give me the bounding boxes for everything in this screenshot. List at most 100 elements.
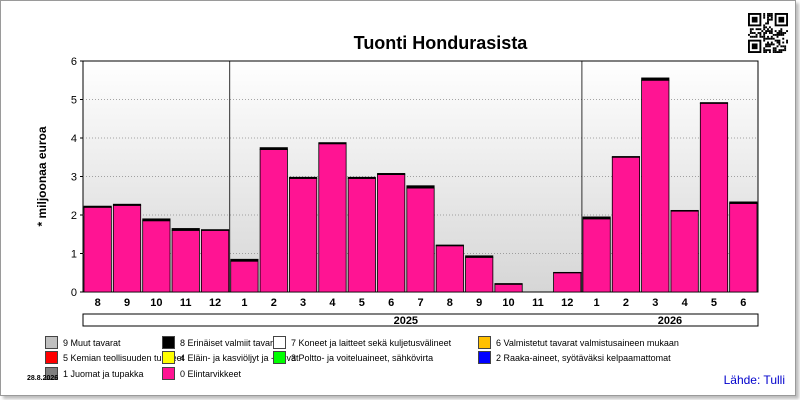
bar-elintarvikkeet: [611, 156, 641, 293]
y-tick-label: 4: [71, 133, 77, 145]
x-tick-label: 2: [271, 297, 277, 309]
bar-erinaiset: [112, 203, 142, 206]
y-tick-label: 0: [71, 287, 77, 299]
legend-swatch: [162, 336, 175, 349]
x-tick-label: 12: [561, 297, 573, 309]
source-label: Lähde: Tulli: [723, 373, 785, 387]
bar-erinaiset: [289, 176, 318, 179]
x-tick-label: 2: [623, 297, 629, 309]
legend-swatch: [273, 336, 286, 349]
legend-swatch: [45, 351, 58, 364]
bar-erinaiset: [729, 201, 758, 204]
bar-erinaiset: [611, 156, 641, 158]
x-tick-label: 7: [417, 297, 423, 309]
x-tick-label: 11: [180, 297, 192, 309]
legend-label: 6 Valmistetut tavarat valmistusaineen mu…: [496, 337, 679, 348]
bar-elintarvikkeet: [230, 260, 259, 293]
legend-swatch: [162, 351, 175, 364]
x-tick-label: 8: [447, 297, 453, 309]
bar-elintarvikkeet: [670, 210, 699, 293]
y-tick-label: 3: [71, 172, 77, 184]
legend-item: 2 Raaka-aineet, syötäväksi kelpaamattoma…: [478, 351, 671, 364]
year-band: [82, 313, 759, 327]
bar-elintarvikkeet: [435, 245, 464, 293]
year-label: 2025: [394, 315, 418, 327]
bar-elintarvikkeet: [699, 102, 729, 293]
bar-elintarvikkeet: [553, 272, 582, 293]
legend-swatch: [162, 367, 175, 380]
legend-item: 0 Elintarvikkeet: [162, 367, 241, 380]
bar-erinaiset: [641, 77, 670, 81]
qr-code-icon: [748, 13, 788, 53]
y-tick-label: 6: [71, 56, 77, 68]
x-tick-label: 4: [329, 297, 336, 309]
bar-elintarvikkeet: [318, 143, 347, 293]
bar-elintarvikkeet: [112, 204, 142, 293]
legend-label: 9 Muut tavarat: [63, 337, 121, 348]
bar-elintarvikkeet: [729, 203, 758, 293]
bar-erinaiset: [670, 209, 699, 212]
x-tick-label: 12: [209, 297, 221, 309]
legend-label: 4 Eläin- ja kasviöljyt ja -rasvat: [180, 352, 299, 363]
bar-erinaiset: [347, 176, 376, 179]
legend-item: 4 Eläin- ja kasviöljyt ja -rasvat: [162, 351, 299, 364]
bar-erinaiset: [259, 147, 288, 150]
y-tick-label: 1: [71, 249, 77, 261]
bar-erinaiset: [465, 255, 494, 258]
legend-label: 5 Kemian teollisuuden tuotteet: [63, 352, 185, 363]
legend-label: 2 Raaka-aineet, syötäväksi kelpaamattoma…: [496, 352, 671, 363]
y-axis-label: * miljoonaa euroa: [35, 126, 49, 226]
x-tick-label: 10: [150, 297, 162, 309]
x-tick-label: 9: [124, 297, 130, 309]
legend-label: 0 Elintarvikkeet: [180, 368, 242, 379]
bar-erinaiset: [435, 244, 464, 247]
bar-erinaiset: [142, 218, 171, 222]
y-tick-label: 5: [71, 95, 77, 107]
bar-erinaiset: [494, 283, 523, 285]
bar-elintarvikkeet: [259, 149, 288, 293]
bar-erinaiset: [230, 258, 259, 262]
x-tick-label: 3: [300, 297, 306, 309]
x-tick-label: 4: [682, 297, 689, 309]
bar-elintarvikkeet: [83, 206, 112, 293]
bar-elintarvikkeet: [377, 174, 406, 293]
x-tick-label: 1: [241, 297, 247, 309]
x-tick-label: 10: [502, 297, 514, 309]
legend-label: 3 Poltto- ja voiteluaineet, sähkövirta: [291, 352, 434, 363]
legend-item: 7 Koneet ja laitteet sekä kuljetusväline…: [273, 336, 451, 349]
legend-item: 9 Muut tavarat: [45, 336, 121, 349]
bar-erinaiset: [171, 228, 200, 231]
bar-elintarvikkeet: [289, 178, 318, 293]
bar-elintarvikkeet: [465, 256, 494, 293]
x-tick-label: 5: [711, 297, 717, 309]
legend-item: 6 Valmistetut tavarat valmistusaineen mu…: [478, 336, 679, 349]
bar-erinaiset: [83, 205, 112, 208]
year-label: 2026: [658, 315, 682, 327]
y-tick-label: 2: [71, 210, 77, 222]
x-tick-label: 6: [740, 297, 746, 309]
legend-item: 5 Kemian teollisuuden tuotteet: [45, 351, 184, 364]
bar-elintarvikkeet: [494, 283, 523, 293]
date-stamp: 28.8.2026: [27, 375, 59, 382]
legend-item: 8 Erinäiset valmiit tavarat: [162, 336, 281, 349]
chart-title: Tuonti Hondurasista: [354, 33, 529, 53]
legend-item: 3 Poltto- ja voiteluaineet, sähkövirta: [273, 351, 433, 364]
legend-swatch: [45, 367, 58, 380]
bar-elintarvikkeet: [171, 229, 200, 293]
legend-label: 7 Koneet ja laitteet sekä kuljetusväline…: [291, 337, 452, 348]
x-tick-label: 9: [476, 297, 482, 309]
bar-elintarvikkeet: [347, 178, 376, 293]
x-tick-label: 3: [652, 297, 658, 309]
legend-swatch: [273, 351, 286, 364]
legend-swatch: [478, 336, 491, 349]
legend-swatch: [478, 351, 491, 364]
bar-elintarvikkeet: [200, 229, 230, 293]
bar-elintarvikkeet: [641, 79, 670, 293]
bar-elintarvikkeet: [406, 187, 435, 293]
bar-erinaiset: [553, 271, 582, 274]
x-tick-label: 1: [594, 297, 600, 309]
bar-erinaiset: [699, 102, 729, 104]
x-tick-label: 8: [95, 297, 101, 309]
